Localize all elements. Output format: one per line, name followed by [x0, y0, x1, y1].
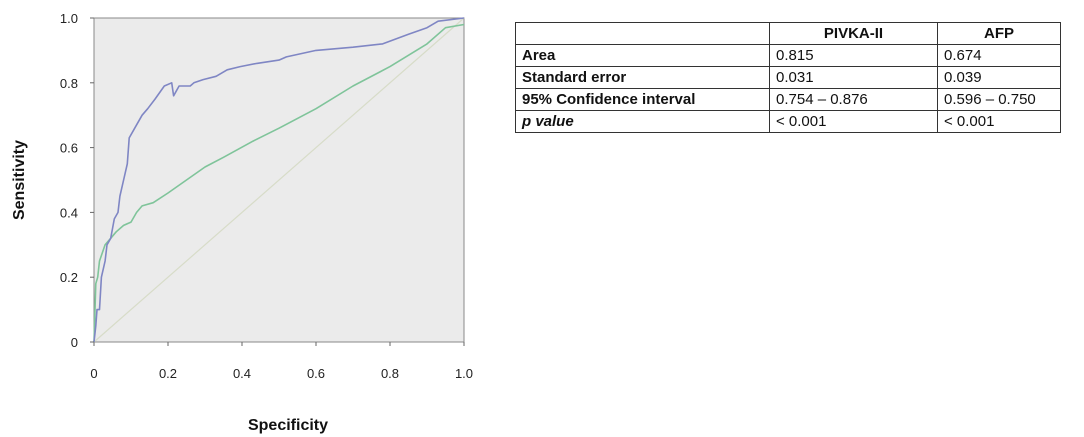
reference-diagonal-line [93, 17, 465, 343]
row-label-p-value: p value [515, 110, 770, 133]
y-tick-label: 0 [71, 335, 78, 350]
roc-curve-afp [93, 23, 465, 343]
table-header-row: PIVKA-II AFP [515, 22, 1061, 45]
row-label-standard-error: Standard error [515, 66, 770, 89]
p-value-pivka-value: < 0.001 [769, 110, 938, 133]
y-tick-label: 0.2 [60, 270, 78, 285]
x-tick-label: 0.2 [159, 366, 177, 381]
y-axis-title: Sensitivity [11, 140, 28, 220]
axis-ticks [90, 17, 465, 346]
x-tick-label: 0.4 [233, 366, 251, 381]
table-row: Area 0.815 0.674 [515, 44, 1061, 67]
header-pivka-ii: PIVKA-II [769, 22, 938, 45]
x-tick-label: 0.6 [307, 366, 325, 381]
y-tick-label: 1.0 [60, 11, 78, 26]
confidence-interval-pivka-value: 0.754 – 0.876 [769, 88, 938, 111]
roc-chart: 0 0.2 0.4 0.6 0.8 1.0 0 0.2 0.4 0.6 0.8 1.0 Specif… [11, 11, 473, 434]
row-label-area: Area [515, 44, 770, 67]
x-tick-label: 0.8 [381, 366, 399, 381]
y-tick-label: 0.4 [60, 205, 78, 220]
table-row: Standard error 0.031 0.039 [515, 66, 1061, 89]
header-afp: AFP [937, 22, 1061, 45]
roc-curve-pivka-ii [93, 17, 465, 343]
roc-statistics-table: PIVKA-II AFP Area 0.815 0.674 Standard e… [515, 22, 1061, 133]
x-tick-label: 0 [90, 366, 97, 381]
y-tick-labels: 0 0.2 0.4 0.6 0.8 1.0 [60, 11, 78, 350]
table-row: 95% Confidence interval 0.754 – 0.876 0.… [515, 88, 1061, 111]
y-tick-label: 0.8 [60, 76, 78, 91]
standard-error-pivka-value: 0.031 [769, 66, 938, 89]
roc-curves [93, 17, 465, 343]
row-label-confidence-interval: 95% Confidence interval [515, 88, 770, 111]
area-afp-value: 0.674 [937, 44, 1061, 67]
p-value-afp-value: < 0.001 [937, 110, 1061, 133]
y-tick-label: 0.6 [60, 141, 78, 156]
confidence-interval-afp-value: 0.596 – 0.750 [937, 88, 1061, 111]
x-tick-label: 1.0 [455, 366, 473, 381]
x-axis-title: Specificity [248, 417, 328, 434]
header-blank-cell [515, 22, 770, 45]
area-pivka-value: 0.815 [769, 44, 938, 67]
table-row: p value < 0.001 < 0.001 [515, 110, 1061, 133]
standard-error-afp-value: 0.039 [937, 66, 1061, 89]
x-tick-labels: 0 0.2 0.4 0.6 0.8 1.0 [90, 366, 473, 381]
